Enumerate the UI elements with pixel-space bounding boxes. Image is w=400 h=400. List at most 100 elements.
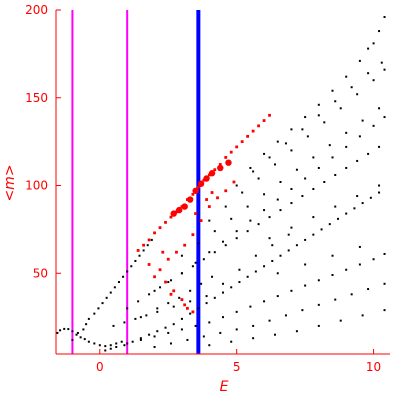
- y-ticks: 50 100 150 200: [25, 3, 61, 280]
- data-point: [383, 16, 386, 19]
- data-point: [328, 144, 331, 147]
- data-point: [274, 333, 277, 336]
- data-point: [123, 344, 126, 347]
- data-point: [358, 59, 361, 62]
- highlight-point: [142, 243, 146, 247]
- data-point: [317, 166, 320, 169]
- data-point: [189, 289, 192, 292]
- data-point: [252, 324, 255, 327]
- data-point: [274, 163, 277, 166]
- highlight-point: [169, 292, 173, 296]
- data-point: [304, 116, 307, 119]
- data-point: [287, 233, 290, 236]
- data-point: [304, 177, 307, 180]
- data-point: [186, 338, 189, 341]
- data-point: [126, 342, 129, 345]
- data-point: [312, 233, 315, 236]
- data-point: [87, 317, 90, 320]
- data-point: [71, 338, 74, 341]
- highlight-point: [175, 250, 178, 254]
- data-point: [235, 328, 238, 331]
- data-point: [139, 337, 142, 340]
- data-point: [191, 265, 194, 268]
- data-point: [145, 314, 148, 317]
- data-point: [290, 188, 293, 191]
- data-point: [93, 342, 96, 345]
- data-point: [287, 249, 290, 252]
- data-point: [180, 328, 183, 331]
- highlight-point: [158, 226, 162, 230]
- data-point: [276, 272, 279, 275]
- highlight-point: [153, 275, 156, 279]
- highlight-point-large: [170, 210, 177, 217]
- data-point: [263, 193, 266, 196]
- data-point: [369, 196, 372, 199]
- data-point: [345, 268, 348, 271]
- data-point: [367, 152, 370, 155]
- data-point: [252, 170, 255, 173]
- highlight-point-large: [181, 203, 188, 210]
- data-point: [331, 156, 334, 159]
- data-point: [156, 307, 159, 310]
- data-point: [105, 296, 108, 299]
- data-point: [304, 284, 307, 287]
- data-point: [249, 219, 252, 222]
- data-point: [180, 254, 183, 257]
- data-point: [85, 323, 88, 326]
- data-point: [194, 324, 197, 327]
- data-point: [276, 140, 279, 143]
- data-point: [290, 149, 293, 152]
- data-point: [222, 316, 224, 319]
- data-point: [378, 145, 381, 148]
- data-point: [246, 230, 249, 233]
- data-point: [290, 226, 293, 229]
- data-point: [254, 254, 257, 257]
- data-point: [372, 258, 375, 261]
- highlight-point: [246, 134, 250, 138]
- data-point: [331, 254, 334, 257]
- data-point: [284, 142, 287, 145]
- highlight-point: [183, 243, 187, 247]
- y-tick-label: 200: [25, 3, 48, 17]
- highlight-point: [164, 220, 167, 224]
- data-point: [213, 251, 216, 254]
- data-point: [317, 103, 320, 106]
- data-point: [180, 272, 183, 275]
- data-point: [383, 252, 386, 255]
- data-point: [63, 327, 66, 330]
- data-point: [383, 282, 386, 285]
- data-point: [290, 128, 293, 131]
- data-point: [238, 268, 241, 271]
- data-point: [301, 195, 304, 198]
- highlight-point: [268, 113, 271, 117]
- data-point: [120, 340, 123, 343]
- data-point: [295, 330, 298, 333]
- data-point: [122, 275, 125, 278]
- highlight-point: [207, 205, 211, 208]
- data-point: [230, 286, 233, 289]
- data-point: [323, 181, 326, 183]
- data-point: [109, 344, 112, 347]
- data-point: [213, 296, 216, 299]
- data-point: [197, 242, 200, 245]
- data-point: [358, 245, 361, 248]
- highlight-point: [196, 185, 200, 189]
- data-point: [222, 291, 224, 294]
- data-point: [67, 328, 70, 331]
- data-point: [172, 323, 175, 326]
- data-point: [345, 212, 348, 215]
- data-point: [238, 281, 241, 284]
- data-point: [378, 184, 381, 187]
- data-point: [372, 42, 375, 45]
- data-point: [115, 345, 118, 348]
- data-point: [304, 263, 307, 266]
- data-point: [361, 202, 364, 205]
- data-point: [148, 333, 151, 336]
- data-point: [153, 345, 156, 348]
- data-point: [372, 79, 375, 82]
- data-point: [268, 237, 271, 240]
- data-point: [356, 159, 359, 162]
- data-point: [312, 216, 315, 219]
- data-point: [301, 309, 304, 312]
